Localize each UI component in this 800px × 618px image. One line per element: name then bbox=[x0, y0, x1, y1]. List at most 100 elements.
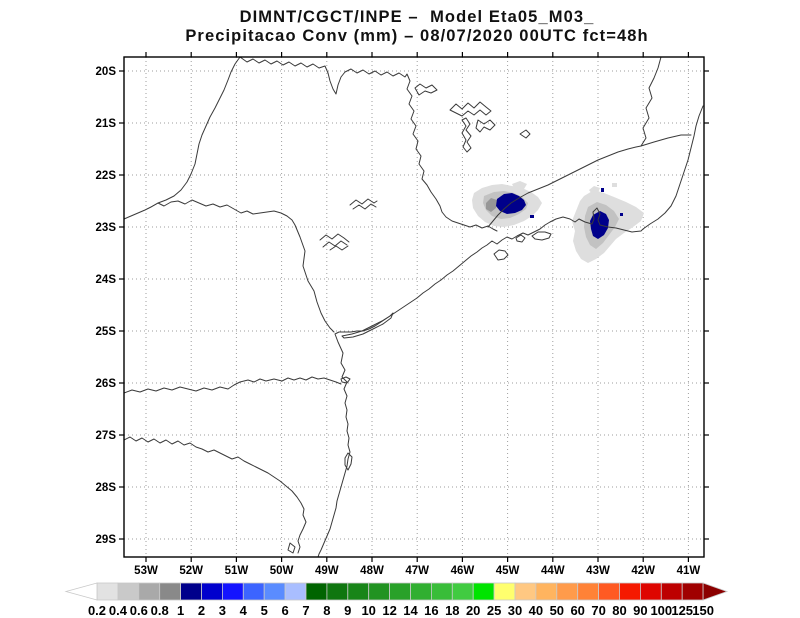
sc-rs-border bbox=[123, 436, 307, 554]
axis-labels: 53W 52W 51W 50W 49W 48W 47W 46W 45W 44W 43W 42W 41W 2… bbox=[96, 66, 701, 577]
lon-tick-label: 53W bbox=[134, 565, 158, 577]
colorbar-segment bbox=[451, 582, 474, 601]
furnas-reservoir-arm bbox=[461, 117, 472, 153]
laguna-lagoon bbox=[287, 542, 296, 554]
colorbar-tick-label: 18 bbox=[445, 603, 459, 618]
lat-tick-label: 29S bbox=[96, 534, 117, 546]
lat-tick-label: 26S bbox=[96, 378, 117, 390]
colorbar-tick-label: 9 bbox=[344, 603, 351, 618]
colorbar-tick-label: 50 bbox=[550, 603, 564, 618]
precip-speck-gray bbox=[512, 181, 527, 190]
lon-tick-label: 47W bbox=[405, 565, 429, 577]
coastline bbox=[317, 105, 704, 558]
mg-es-border bbox=[640, 56, 662, 147]
colorbar-segment bbox=[201, 582, 223, 601]
colorbar-segment bbox=[368, 582, 391, 601]
lon-tick-label: 46W bbox=[451, 565, 475, 577]
tiete-reservoir bbox=[349, 198, 378, 206]
lat-tick-label: 21S bbox=[96, 118, 117, 130]
colorbar-segment bbox=[263, 582, 286, 601]
colorbar-segment bbox=[619, 582, 641, 601]
jurumirim-reservoir-3 bbox=[329, 245, 349, 251]
furnas-reservoir-arm-2 bbox=[475, 119, 496, 133]
colorbar-tick-label: 100 bbox=[650, 603, 672, 618]
lat-tick-label: 20S bbox=[96, 66, 117, 78]
colorbar-segment bbox=[389, 582, 411, 601]
colorbar-segment bbox=[640, 582, 662, 601]
colorbar-segment bbox=[514, 582, 537, 601]
colorbar-tick-label: 70 bbox=[591, 603, 605, 618]
ilha-comprida-spit bbox=[341, 312, 394, 339]
lat-tick-label: 22S bbox=[96, 170, 117, 182]
rio-grande-border-and-mg-sp bbox=[239, 56, 498, 232]
lon-tick-label: 42W bbox=[631, 565, 655, 577]
colorbar-segment bbox=[410, 582, 432, 601]
colorbar-left-arrow bbox=[64, 582, 98, 601]
lon-tick-label: 43W bbox=[586, 565, 610, 577]
pr-sc-border bbox=[123, 376, 342, 394]
colorbar-tick-label: 6 bbox=[281, 603, 288, 618]
colorbar-segment bbox=[535, 582, 558, 601]
reservoir-lake bbox=[414, 83, 438, 96]
lat-tick-label: 28S bbox=[96, 482, 117, 494]
rj-sp-mg-border bbox=[487, 145, 642, 228]
colorbar-tick-label: 2 bbox=[198, 603, 205, 618]
furnas-reservoir bbox=[449, 101, 492, 117]
colorbar-segment bbox=[493, 582, 516, 601]
colorbar-segment bbox=[326, 582, 349, 601]
colorbar: 0.2 0.4 0.6 0.8 1 2 3 4 5 6 7 8 9 10 12 14 16 18 20 25 30 40 5… bbox=[64, 582, 729, 618]
graticule bbox=[124, 57, 704, 557]
colorbar-tick-label: 3 bbox=[219, 603, 226, 618]
lon-tick-label: 41W bbox=[677, 565, 701, 577]
colorbar-tick-label: 0.2 bbox=[88, 603, 106, 618]
santos-islet bbox=[515, 234, 526, 243]
colorbar-tick-label: 125 bbox=[671, 603, 693, 618]
lon-tick-label: 48W bbox=[360, 565, 384, 577]
colorbar-segment bbox=[117, 582, 140, 601]
lon-tick-label: 49W bbox=[315, 565, 339, 577]
colorbar-tick-label: 14 bbox=[403, 603, 418, 618]
lat-tick-label: 24S bbox=[96, 274, 117, 286]
colorbar-tick-label: 10 bbox=[361, 603, 375, 618]
colorbar-tick-label: 16 bbox=[424, 603, 438, 618]
colorbar-segment bbox=[556, 582, 579, 601]
lon-tick-label: 50W bbox=[270, 565, 294, 577]
precip-speck-gray bbox=[589, 186, 600, 194]
title-line-1: DIMNT/CGCT/INPE – Model Eta05_M03_ bbox=[240, 8, 595, 26]
lat-tick-label: 23S bbox=[96, 222, 117, 234]
colorbar-right-arrow bbox=[702, 582, 729, 601]
colorbar-tick-label: 30 bbox=[508, 603, 522, 618]
colorbar-tick-label: 25 bbox=[487, 603, 501, 618]
paranagua-bay-islet bbox=[340, 376, 351, 384]
lon-tick-label: 45W bbox=[496, 565, 520, 577]
colorbar-segment bbox=[242, 582, 265, 601]
paraiba-do-sul-river bbox=[640, 134, 692, 147]
colorbar-segment bbox=[284, 582, 307, 601]
colorbar-tick-label: 12 bbox=[382, 603, 396, 618]
lat-tick-label: 27S bbox=[96, 430, 117, 442]
colorbar-tick-label: 4 bbox=[240, 603, 248, 618]
colorbar-tick-label: 40 bbox=[529, 603, 543, 618]
precip-speck-gray bbox=[612, 183, 617, 187]
colorbar-tick-label: 8 bbox=[323, 603, 330, 618]
paranapanema-border bbox=[150, 199, 335, 333]
colorbar-segment bbox=[159, 582, 181, 601]
parana-river-border bbox=[123, 56, 241, 220]
colorbar-segment bbox=[681, 582, 704, 601]
colorbar-segment bbox=[598, 582, 620, 601]
colorbar-segment bbox=[180, 582, 202, 601]
lat-tick-label: 25S bbox=[96, 326, 117, 338]
coastlines-and-borders bbox=[123, 56, 704, 558]
lon-tick-label: 52W bbox=[179, 565, 203, 577]
florianopolis-island bbox=[344, 452, 353, 471]
precip-speck bbox=[620, 213, 623, 216]
colorbar-segment bbox=[660, 582, 683, 601]
colorbar-tick-label: 20 bbox=[466, 603, 480, 618]
lon-tick-label: 51W bbox=[225, 565, 249, 577]
precip-halo-dark bbox=[486, 198, 497, 212]
colorbar-tick-label: 60 bbox=[570, 603, 584, 618]
colorbar-segment bbox=[96, 582, 119, 601]
colorbar-tick-label: 80 bbox=[612, 603, 626, 618]
